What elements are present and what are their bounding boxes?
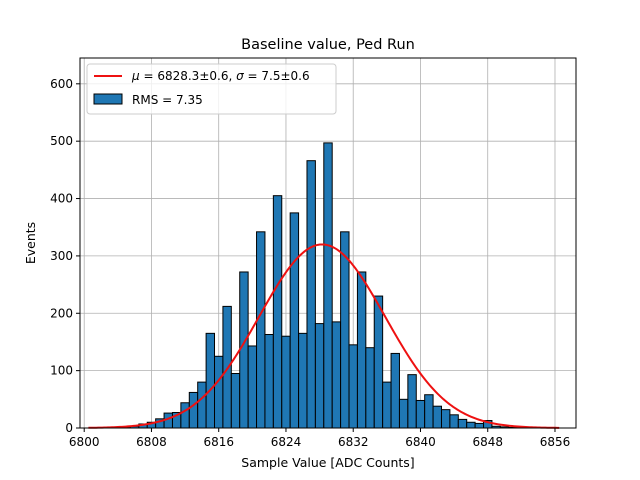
- histogram-bar: [415, 399, 426, 429]
- histogram-bar: [449, 414, 459, 429]
- y-tick-label: 500: [50, 134, 73, 148]
- histogram-bar: [239, 271, 249, 429]
- histogram-bar: [382, 381, 392, 429]
- histogram-bar: [306, 160, 316, 429]
- y-tick-label: 200: [50, 306, 73, 320]
- histogram-bar: [323, 142, 333, 429]
- legend-box: [86, 63, 337, 115]
- histogram-bar: [457, 418, 468, 429]
- x-axis-ticks: 6800 6808 6816 6824 6832 6840 6848 6856: [69, 428, 570, 449]
- y-tick-label: 0: [65, 421, 73, 435]
- histogram-bar: [331, 321, 342, 429]
- legend-histogram-label: RMS = 7.35: [132, 93, 203, 107]
- plot-frame: [79, 57, 577, 429]
- x-tick-label: 6816: [203, 435, 234, 449]
- legend-mu-text: = 6828.3±0.6,: [140, 69, 236, 83]
- y-tick-label: 600: [50, 77, 73, 91]
- histogram-bar: [264, 333, 274, 429]
- histogram-bar: [398, 398, 409, 429]
- histogram-bar: [247, 345, 258, 429]
- histogram-bar: [424, 394, 434, 429]
- x-axis-label: Sample Value [ADC Counts]: [241, 455, 414, 470]
- histogram-bar: [230, 373, 241, 429]
- x-tick-label: 6856: [540, 435, 571, 449]
- legend-sigma-text: = 7.5±0.6: [244, 69, 310, 83]
- legend-mu-symbol: μ: [131, 69, 140, 83]
- legend-fit-label: μ = 6828.3±0.6, σ = 7.5±0.6: [131, 69, 310, 83]
- histogram-bar: [222, 305, 232, 429]
- histogram-bar: [356, 271, 367, 429]
- x-tick-label: 6808: [136, 435, 167, 449]
- histogram-bar: [432, 405, 442, 429]
- x-tick-label: 6848: [472, 435, 503, 449]
- legend-histogram-swatch: [93, 93, 123, 105]
- legend: μ = 6828.3±0.6, σ = 7.5±0.6 RMS = 7.35: [86, 63, 337, 115]
- histogram-bar: [407, 374, 417, 429]
- histogram-bar: [188, 391, 199, 429]
- y-tick-label: 400: [50, 192, 73, 206]
- histogram-bars: [113, 142, 535, 429]
- histogram-bar: [197, 381, 207, 429]
- x-tick-label: 6840: [405, 435, 436, 449]
- histogram-bar: [214, 355, 224, 429]
- histogram-bar: [440, 409, 451, 429]
- histogram-bar: [348, 344, 358, 429]
- histogram-bar: [390, 352, 400, 429]
- x-tick-label: 6800: [69, 435, 100, 449]
- histogram-bar: [314, 323, 325, 429]
- x-tick-label: 6832: [338, 435, 369, 449]
- histogram-bar: [281, 335, 291, 429]
- chart-title: Baseline value, Ped Run: [241, 37, 415, 53]
- histogram-bar: [180, 402, 190, 429]
- histogram-bar: [340, 231, 350, 429]
- histogram-bar: [466, 421, 476, 429]
- histogram-bar: [205, 332, 216, 429]
- histogram-bar: [474, 422, 485, 429]
- histogram-bar: [256, 231, 266, 429]
- y-axis-label: Events: [23, 222, 38, 264]
- gaussian-fit-curve: [88, 243, 560, 429]
- y-tick-label: 300: [50, 249, 73, 263]
- histogram-bar: [365, 347, 375, 429]
- histogram-bar: [289, 212, 300, 429]
- y-axis-ticks: 0 100 200 300 400 500 600: [50, 77, 80, 435]
- y-tick-label: 100: [50, 364, 73, 378]
- histogram-bar: [298, 332, 308, 429]
- histogram-bar: [373, 295, 384, 429]
- histogram-bar: [272, 195, 283, 429]
- legend-sigma-symbol: σ: [236, 69, 244, 83]
- x-tick-label: 6824: [271, 435, 302, 449]
